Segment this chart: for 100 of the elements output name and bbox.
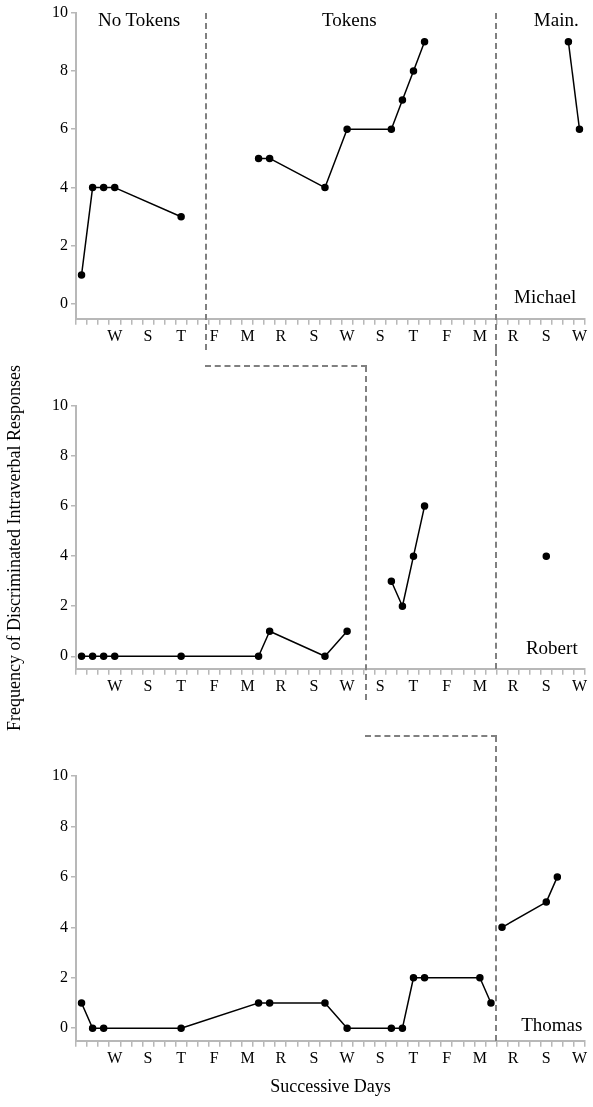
point (564, 38, 573, 46)
x-tick-label: T (176, 326, 187, 344)
y-axis-title: Frequency of Discriminated Intraverbal Responses (3, 365, 25, 731)
point (542, 552, 551, 560)
annotation: Thomas (521, 1013, 583, 1035)
x-tick-label: T (408, 676, 419, 694)
point (321, 652, 329, 661)
y-tick-label: 8 (60, 446, 68, 464)
point (542, 898, 551, 906)
x-tick-label: W (571, 676, 588, 694)
y-tick-label: 2 (60, 967, 68, 985)
y-tick-label: 8 (60, 816, 68, 834)
x-tick-label: T (408, 326, 419, 344)
x-tick-label: W (571, 1048, 588, 1066)
point (420, 974, 429, 982)
y-tick-label: 4 (60, 546, 68, 564)
x-tick-label: F (442, 326, 452, 344)
x-tick-label: F (209, 326, 219, 344)
point (177, 652, 185, 661)
x-tick-label: T (408, 1048, 419, 1066)
point (409, 67, 418, 75)
point (553, 873, 562, 881)
x-tick-label: M (240, 1048, 255, 1066)
x-tick-label: F (442, 676, 452, 694)
point (487, 999, 495, 1007)
x-tick-label: S (541, 326, 551, 344)
point (77, 999, 86, 1007)
point (88, 183, 97, 192)
point (77, 652, 86, 661)
y-tick-label: 4 (60, 177, 68, 195)
annotation: No Tokens (97, 9, 181, 31)
point (387, 125, 396, 133)
point (321, 183, 329, 192)
x-tick-label: M (240, 326, 255, 344)
point (343, 627, 351, 636)
point (99, 652, 108, 661)
point (265, 999, 274, 1007)
x-tick-label: M (472, 326, 487, 344)
x-tick-label: S (375, 1048, 385, 1066)
y-tick-label: 10 (52, 766, 68, 784)
x-tick-label: S (309, 1048, 319, 1066)
x-tick-label: M (472, 1048, 487, 1066)
point (265, 627, 274, 636)
x-tick-label: R (507, 1048, 519, 1066)
point (254, 154, 263, 163)
y-tick-label: 10 (52, 2, 68, 20)
y-tick-label: 0 (60, 1018, 68, 1036)
annotation: Michael (514, 286, 577, 308)
point (177, 212, 185, 221)
x-tick-label: M (472, 676, 487, 694)
point (498, 923, 506, 932)
x-tick-label: M (240, 676, 255, 694)
annotation: Robert (525, 636, 579, 658)
y-tick-label: 10 (52, 396, 68, 414)
point (99, 1024, 108, 1032)
point (88, 652, 97, 661)
x-tick-label: S (143, 1048, 153, 1066)
x-tick-label: S (375, 326, 385, 344)
x-tick-label: R (275, 326, 287, 344)
point (177, 1024, 185, 1032)
x-tick-label: S (309, 326, 319, 344)
x-tick-label: T (176, 1048, 187, 1066)
point (420, 38, 429, 46)
x-tick-label: S (541, 676, 551, 694)
point (254, 999, 263, 1007)
point (343, 1024, 351, 1032)
x-tick-label: W (339, 326, 356, 344)
annotation: Tokens (322, 9, 377, 31)
x-tick-label: F (209, 1048, 219, 1066)
x-tick-label: W (107, 326, 124, 344)
point (420, 502, 429, 510)
x-axis-title: Successive Days (269, 1076, 392, 1097)
x-tick-label: F (442, 1048, 452, 1066)
point (77, 271, 86, 279)
x-tick-label: F (209, 676, 219, 694)
x-tick-label: R (507, 676, 519, 694)
point (254, 652, 263, 661)
y-tick-label: 6 (60, 119, 68, 137)
point (110, 183, 119, 192)
x-tick-label: W (107, 1048, 124, 1066)
y-tick-label: 6 (60, 496, 68, 514)
point (88, 1024, 97, 1032)
point (575, 125, 584, 133)
x-tick-label: T (176, 676, 187, 694)
x-tick-label: S (143, 326, 153, 344)
point (387, 577, 396, 585)
x-tick-label: W (339, 1048, 356, 1066)
point (409, 552, 418, 560)
x-tick-label: W (107, 676, 124, 694)
x-tick-label: R (507, 326, 519, 344)
y-tick-label: 4 (60, 917, 68, 935)
x-tick-label: S (143, 676, 153, 694)
point (398, 602, 407, 610)
x-tick-label: W (571, 326, 588, 344)
point (409, 974, 418, 982)
x-tick-label: R (275, 676, 287, 694)
point (476, 974, 484, 982)
x-tick-label: S (541, 1048, 551, 1066)
y-tick-label: 6 (60, 867, 68, 885)
point (99, 183, 108, 192)
